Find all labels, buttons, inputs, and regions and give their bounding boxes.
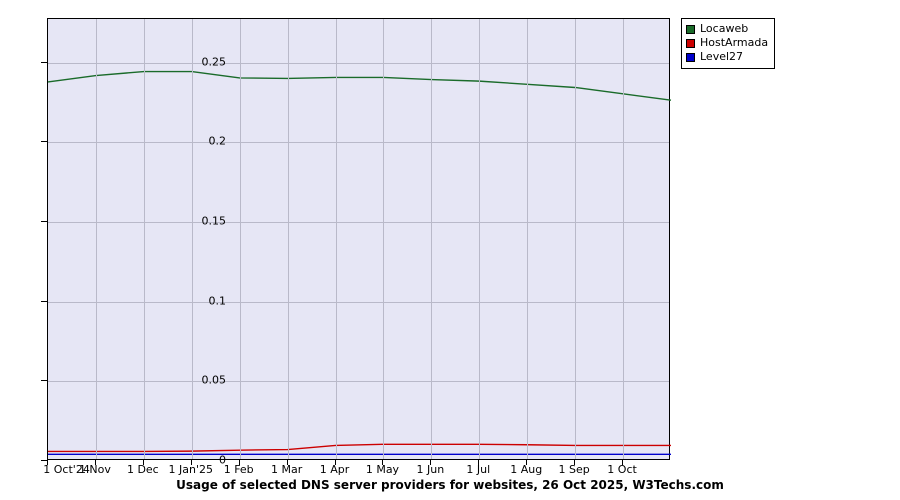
y-tick-label: 0.1 <box>208 294 227 308</box>
x-tick-label: 1 May <box>365 463 400 476</box>
legend-label: HostArmada <box>700 36 769 49</box>
x-tick-label: 1 Feb <box>223 463 254 476</box>
x-tick-label: 1 Oct <box>607 463 637 476</box>
gridline-vertical <box>479 19 481 459</box>
y-tick-label: 0 <box>219 453 226 467</box>
legend: Locaweb HostArmada Level27 <box>681 18 776 69</box>
x-tick-mark <box>430 460 432 465</box>
x-tick-mark <box>382 460 384 465</box>
x-tick-label: 1 Sep <box>558 463 590 476</box>
x-tick-label: 1 Jul <box>466 463 491 476</box>
gridline-horizontal <box>48 381 669 383</box>
gridline-horizontal <box>48 142 669 144</box>
y-tick-mark <box>41 221 47 223</box>
gridline-vertical <box>95 19 97 459</box>
x-tick-mark <box>238 460 240 465</box>
x-tick-label: 1 Jun <box>416 463 445 476</box>
x-tick-label: 1 Apr <box>319 463 350 476</box>
y-tick-mark <box>41 380 47 382</box>
legend-item-level27[interactable]: Level27 <box>686 50 768 64</box>
gridline-horizontal <box>48 62 669 64</box>
series-lines <box>47 70 672 456</box>
x-tick-mark <box>478 460 480 465</box>
x-tick-label: 1 Mar <box>270 463 303 476</box>
x-tick-mark <box>526 460 528 465</box>
legend-item-hostarmada[interactable]: HostArmada <box>686 36 768 50</box>
x-tick-mark <box>286 460 288 465</box>
series-line-hostarmada <box>48 443 671 453</box>
gridline-vertical <box>143 19 145 459</box>
legend-swatch-icon <box>686 38 695 48</box>
gridline-vertical <box>575 19 577 459</box>
y-tick-label: 0.05 <box>201 373 227 387</box>
y-tick-mark <box>41 141 47 143</box>
plot-area <box>47 18 672 460</box>
x-tick-label: 1 Oct'24 <box>43 463 90 476</box>
gridline-horizontal <box>48 301 669 303</box>
x-tick-mark <box>622 460 624 465</box>
legend-swatch-icon <box>686 52 695 62</box>
x-tick-mark <box>574 460 576 465</box>
gridline-vertical <box>335 19 337 459</box>
x-tick-label: 1 Jan'25 <box>168 463 214 476</box>
chart-caption: Usage of selected DNS server providers f… <box>176 478 724 492</box>
gridline-horizontal <box>48 222 669 224</box>
gridline-vertical <box>527 19 529 459</box>
x-tick-mark <box>190 460 192 465</box>
x-tick-label: 1 Aug <box>510 463 543 476</box>
x-tick-label: 1 Dec <box>126 463 159 476</box>
x-tick-mark <box>334 460 336 465</box>
gridline-vertical <box>623 19 625 459</box>
series-line-locaweb <box>47 70 672 101</box>
y-tick-mark <box>41 61 47 63</box>
gridline-vertical <box>431 19 433 459</box>
gridline-vertical <box>239 19 241 459</box>
y-tick-label: 0.2 <box>208 134 227 148</box>
y-tick-label: 0.15 <box>201 214 227 228</box>
y-tick-label: 0.25 <box>201 55 227 69</box>
y-tick-mark <box>41 460 47 461</box>
legend-label: Locaweb <box>700 22 749 35</box>
x-tick-label: 1 Nov <box>78 463 111 476</box>
gridline-vertical <box>191 19 193 459</box>
x-tick-mark <box>142 460 144 465</box>
x-tick-mark <box>47 460 48 465</box>
y-tick-mark <box>41 300 47 302</box>
gridline-vertical <box>383 19 385 459</box>
legend-item-locaweb[interactable]: Locaweb <box>686 22 768 36</box>
legend-label: Level27 <box>700 50 744 63</box>
legend-swatch-icon <box>686 24 695 34</box>
x-tick-mark <box>94 460 96 465</box>
gridline-vertical <box>287 19 289 459</box>
